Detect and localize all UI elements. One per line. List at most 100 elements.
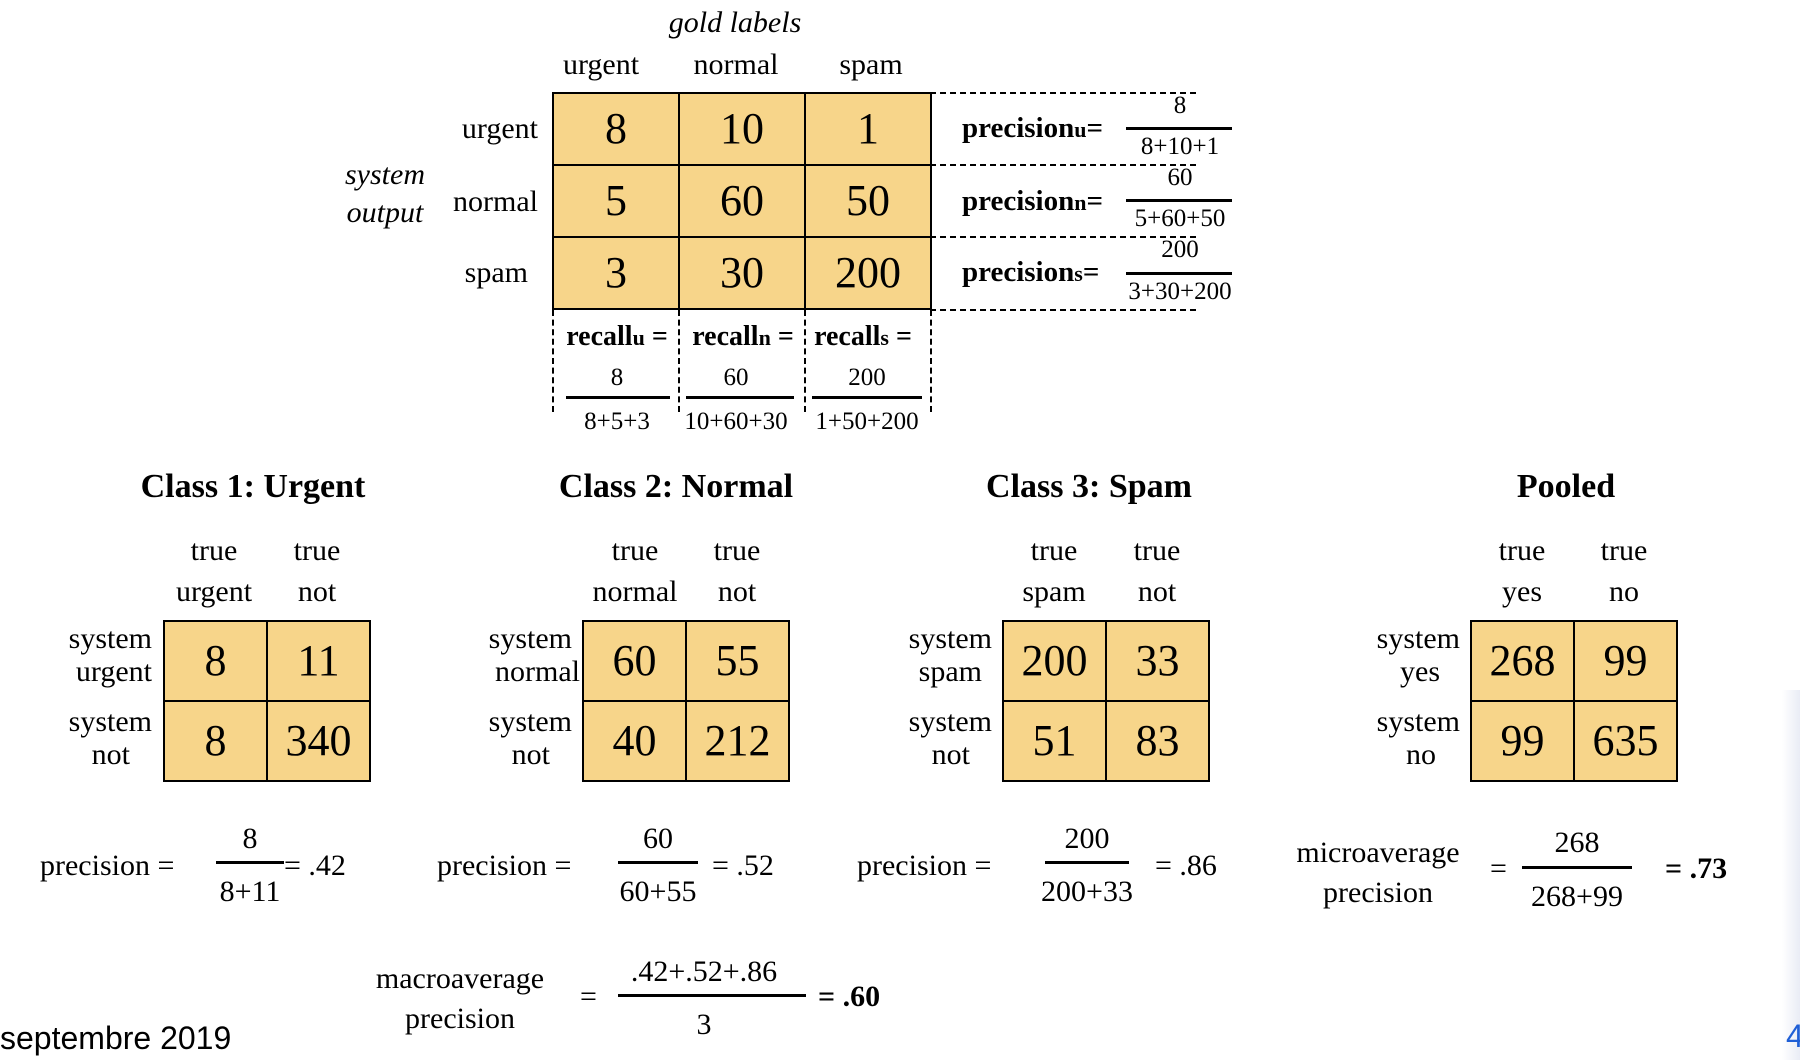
- macroaverage-equals: =: [580, 980, 597, 1014]
- col-header: not: [298, 575, 336, 609]
- row-header: system: [909, 705, 992, 739]
- col-header: yes: [1502, 575, 1542, 609]
- col-header: no: [1609, 575, 1639, 609]
- precision-urgent-num: 8: [1174, 92, 1187, 120]
- col-header-spam: spam: [839, 48, 902, 82]
- precision-label: precision =: [857, 849, 991, 883]
- microaverage-result: = .73: [1665, 852, 1727, 886]
- precision-urgent-label: precisionu=: [962, 112, 1103, 145]
- precision-denominator: 268+99: [1531, 880, 1623, 914]
- fraction-bar: [1045, 861, 1129, 864]
- row-header: no: [1406, 738, 1436, 772]
- matrix-cell: 8: [552, 92, 680, 166]
- dashed-divider: [930, 164, 1196, 166]
- precision-label: precision =: [437, 849, 571, 883]
- recall-urgent-label: recallu =: [566, 321, 668, 353]
- matrix-cell: 60: [678, 164, 806, 238]
- matrix-cell: 11: [266, 620, 371, 702]
- row-header: spam: [919, 655, 982, 689]
- row-header: system: [1377, 622, 1460, 656]
- col-header: true: [1134, 534, 1181, 568]
- dashed-divider: [804, 310, 806, 412]
- dashed-divider: [930, 310, 932, 412]
- precision-numerator: 8: [243, 822, 258, 856]
- row-header: yes: [1400, 655, 1440, 689]
- fraction-bar: [812, 396, 922, 399]
- row-header-spam: spam: [465, 256, 528, 290]
- matrix-cell: 30: [678, 236, 806, 310]
- col-header: urgent: [176, 575, 252, 609]
- dashed-divider: [552, 310, 554, 412]
- matrix-cell: 200: [804, 236, 932, 310]
- precision-result: = .52: [712, 849, 774, 883]
- precision-spam-num: 200: [1161, 236, 1199, 264]
- macroaverage-label-line2: precision: [405, 1002, 515, 1036]
- fraction-bar: [1126, 272, 1232, 275]
- matrix-cell: 3: [552, 236, 680, 310]
- matrix-cell: 99: [1470, 700, 1575, 782]
- col-header: normal: [593, 575, 678, 609]
- microaverage-label-line2: precision: [1323, 876, 1433, 910]
- row-header: system: [909, 622, 992, 656]
- recall-urgent-num: 8: [611, 364, 624, 392]
- recall-normal-label: recalln =: [692, 321, 794, 353]
- precision-normal-label: precisionn=: [962, 185, 1103, 218]
- fraction-bar: [1126, 127, 1232, 130]
- matrix-cell: 212: [685, 700, 790, 782]
- class-title-urgent: Class 1: Urgent: [141, 468, 366, 506]
- matrix-cell: 55: [685, 620, 790, 702]
- macroaverage-numerator: .42+.52+.86: [631, 955, 777, 989]
- class-title-normal: Class 2: Normal: [559, 468, 793, 506]
- matrix-cell: 33: [1105, 620, 1210, 702]
- precision-normal-num: 60: [1168, 164, 1193, 192]
- precision-numerator: 200: [1065, 822, 1110, 856]
- row-header-normal: normal: [453, 185, 538, 219]
- row-header: system: [489, 622, 572, 656]
- recall-normal-den: 10+60+30: [684, 408, 787, 436]
- matrix-cell: 60: [582, 620, 687, 702]
- precision-urgent-den: 8+10+1: [1141, 133, 1219, 161]
- footer-date: septembre 2019: [0, 1020, 231, 1056]
- dashed-divider: [678, 310, 680, 412]
- class-title-spam: Class 3: Spam: [986, 468, 1192, 506]
- recall-spam-den: 1+50+200: [815, 408, 918, 436]
- system-output-label-line2: output: [347, 196, 424, 230]
- recall-urgent-den: 8+5+3: [584, 408, 650, 436]
- precision-denominator: 60+55: [620, 875, 697, 909]
- matrix-cell: 99: [1573, 620, 1678, 702]
- precision-spam-label: precisions=: [962, 256, 1099, 289]
- microaverage-equals: =: [1490, 852, 1507, 886]
- col-header: true: [1031, 534, 1078, 568]
- row-header: system: [69, 705, 152, 739]
- row-header: not: [512, 738, 550, 772]
- recall-spam-label: recalls =: [814, 321, 912, 353]
- col-header-normal: normal: [694, 48, 779, 82]
- macroaverage-label-line1: macroaverage: [376, 962, 544, 996]
- precision-result: = .42: [284, 849, 346, 883]
- row-header: system: [489, 705, 572, 739]
- matrix-cell: 50: [804, 164, 932, 238]
- dashed-divider: [930, 309, 1196, 311]
- matrix-cell: 5: [552, 164, 680, 238]
- col-header: true: [714, 534, 761, 568]
- recall-normal-num: 60: [724, 364, 749, 392]
- matrix-cell: 635: [1573, 700, 1678, 782]
- matrix-cell: 40: [582, 700, 687, 782]
- matrix-cell: 8: [163, 700, 268, 782]
- precision-result: = .86: [1155, 849, 1217, 883]
- matrix-cell: 1: [804, 92, 932, 166]
- microaverage-label-line1: microaverage: [1296, 836, 1459, 870]
- row-header: not: [92, 738, 130, 772]
- page-number: 4: [1786, 1018, 1800, 1055]
- precision-spam-den: 3+30+200: [1128, 278, 1231, 306]
- row-header: normal: [495, 655, 580, 689]
- fraction-bar: [1126, 199, 1232, 202]
- matrix-cell: 8: [163, 620, 268, 702]
- row-header: system: [69, 622, 152, 656]
- system-output-label-line1: system: [345, 158, 425, 192]
- col-header: true: [1499, 534, 1546, 568]
- row-header: urgent: [76, 655, 152, 689]
- fraction-bar: [216, 861, 284, 864]
- matrix-cell: 340: [266, 700, 371, 782]
- class-title-pooled: Pooled: [1517, 468, 1615, 506]
